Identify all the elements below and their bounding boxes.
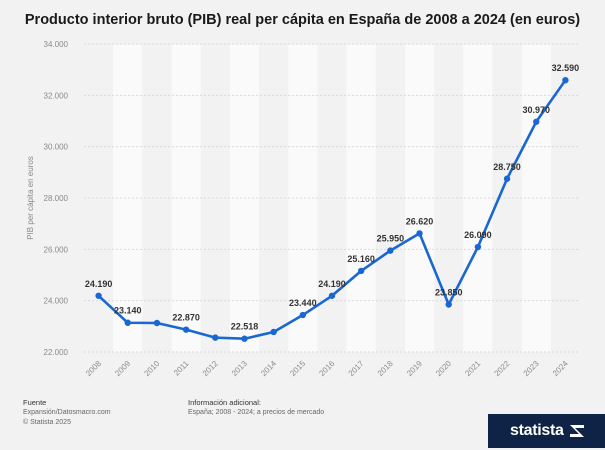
x-tick-label: 2012 bbox=[201, 359, 220, 378]
y-tick-label: 32.000 bbox=[44, 91, 69, 100]
y-tick-label: 22.000 bbox=[44, 348, 69, 357]
x-tick-label: 2008 bbox=[84, 359, 103, 378]
line-chart: 22.000 24.000 26.000 28.000 30.000 32.000 34.0… bbox=[26, 40, 580, 378]
data-point[interactable] bbox=[270, 328, 277, 336]
y-tick-label: 28.000 bbox=[44, 194, 69, 203]
data-label: 23.440 bbox=[289, 298, 317, 308]
y-tick-label: 24.000 bbox=[44, 297, 69, 306]
source-line[interactable]: Expansión/Datosmacro.com bbox=[23, 409, 111, 416]
data-label: 22.518 bbox=[231, 322, 259, 332]
statista-logo[interactable]: statista bbox=[488, 414, 605, 448]
data-label: 32.590 bbox=[552, 63, 580, 73]
data-label: 26.620 bbox=[406, 216, 434, 226]
data-label: 25.160 bbox=[347, 254, 375, 264]
data-point[interactable] bbox=[416, 230, 423, 237]
copyright-line: © Statista 2025 bbox=[23, 419, 71, 426]
data-point[interactable] bbox=[562, 76, 569, 84]
x-tick-label: 2013 bbox=[230, 359, 249, 378]
y-tick-label: 26.000 bbox=[44, 245, 69, 254]
x-tick-label: 2017 bbox=[347, 359, 366, 378]
source-heading: Fuente bbox=[23, 398, 47, 407]
x-tick-label: 2021 bbox=[463, 359, 482, 378]
x-tick-label: 2010 bbox=[142, 359, 161, 378]
data-label: 22.870 bbox=[172, 313, 200, 323]
data-label: 24.190 bbox=[85, 279, 113, 289]
data-label: 25.950 bbox=[377, 234, 405, 244]
data-point[interactable] bbox=[445, 301, 452, 308]
chart-title: Producto interior bruto (PIB) real per c… bbox=[24, 12, 581, 28]
data-label: 24.190 bbox=[318, 279, 346, 289]
data-point[interactable] bbox=[533, 118, 540, 125]
x-tick-label: 2024 bbox=[551, 359, 570, 378]
data-point[interactable] bbox=[95, 292, 102, 299]
x-tick-label: 2018 bbox=[376, 359, 395, 378]
data-label: 28.750 bbox=[493, 162, 521, 172]
data-point[interactable] bbox=[328, 292, 336, 299]
x-tick-label: 2016 bbox=[317, 359, 336, 378]
data-point[interactable] bbox=[182, 326, 190, 333]
x-tick-label: 2020 bbox=[434, 359, 453, 378]
x-tick-label: 2014 bbox=[259, 359, 278, 378]
data-point[interactable] bbox=[124, 319, 131, 326]
data-point[interactable] bbox=[357, 267, 365, 275]
y-axis-label: PIB per cápita en euros bbox=[26, 156, 35, 240]
data-point[interactable] bbox=[153, 319, 161, 327]
x-tick-label: 2009 bbox=[113, 359, 132, 378]
x-tick-label: 2015 bbox=[288, 359, 307, 378]
data-point[interactable] bbox=[387, 247, 394, 254]
data-label: 30.970 bbox=[522, 105, 550, 115]
x-tick-label: 2011 bbox=[172, 359, 191, 378]
data-point[interactable] bbox=[212, 334, 219, 341]
data-point[interactable] bbox=[241, 335, 248, 342]
x-tick-label: 2019 bbox=[405, 359, 424, 378]
info-text: España; 2008 - 2024; a precios de mercad… bbox=[188, 409, 325, 416]
data-label: 23.140 bbox=[114, 306, 142, 316]
data-point[interactable] bbox=[503, 175, 511, 182]
data-point[interactable] bbox=[474, 243, 482, 251]
y-tick-label: 30.000 bbox=[44, 143, 69, 152]
series-line bbox=[97, 78, 567, 341]
info-heading: Información adicional: bbox=[188, 398, 261, 407]
data-label: 26.090 bbox=[464, 230, 492, 240]
data-point[interactable] bbox=[299, 311, 307, 319]
statista-logo-icon bbox=[569, 425, 584, 437]
x-tick-label: 2022 bbox=[493, 359, 512, 378]
logo-wordmark: statista bbox=[510, 422, 564, 439]
x-tick-label: 2023 bbox=[522, 359, 541, 378]
data-label: 23.850 bbox=[435, 288, 463, 298]
y-tick-label: 34.000 bbox=[44, 40, 69, 49]
